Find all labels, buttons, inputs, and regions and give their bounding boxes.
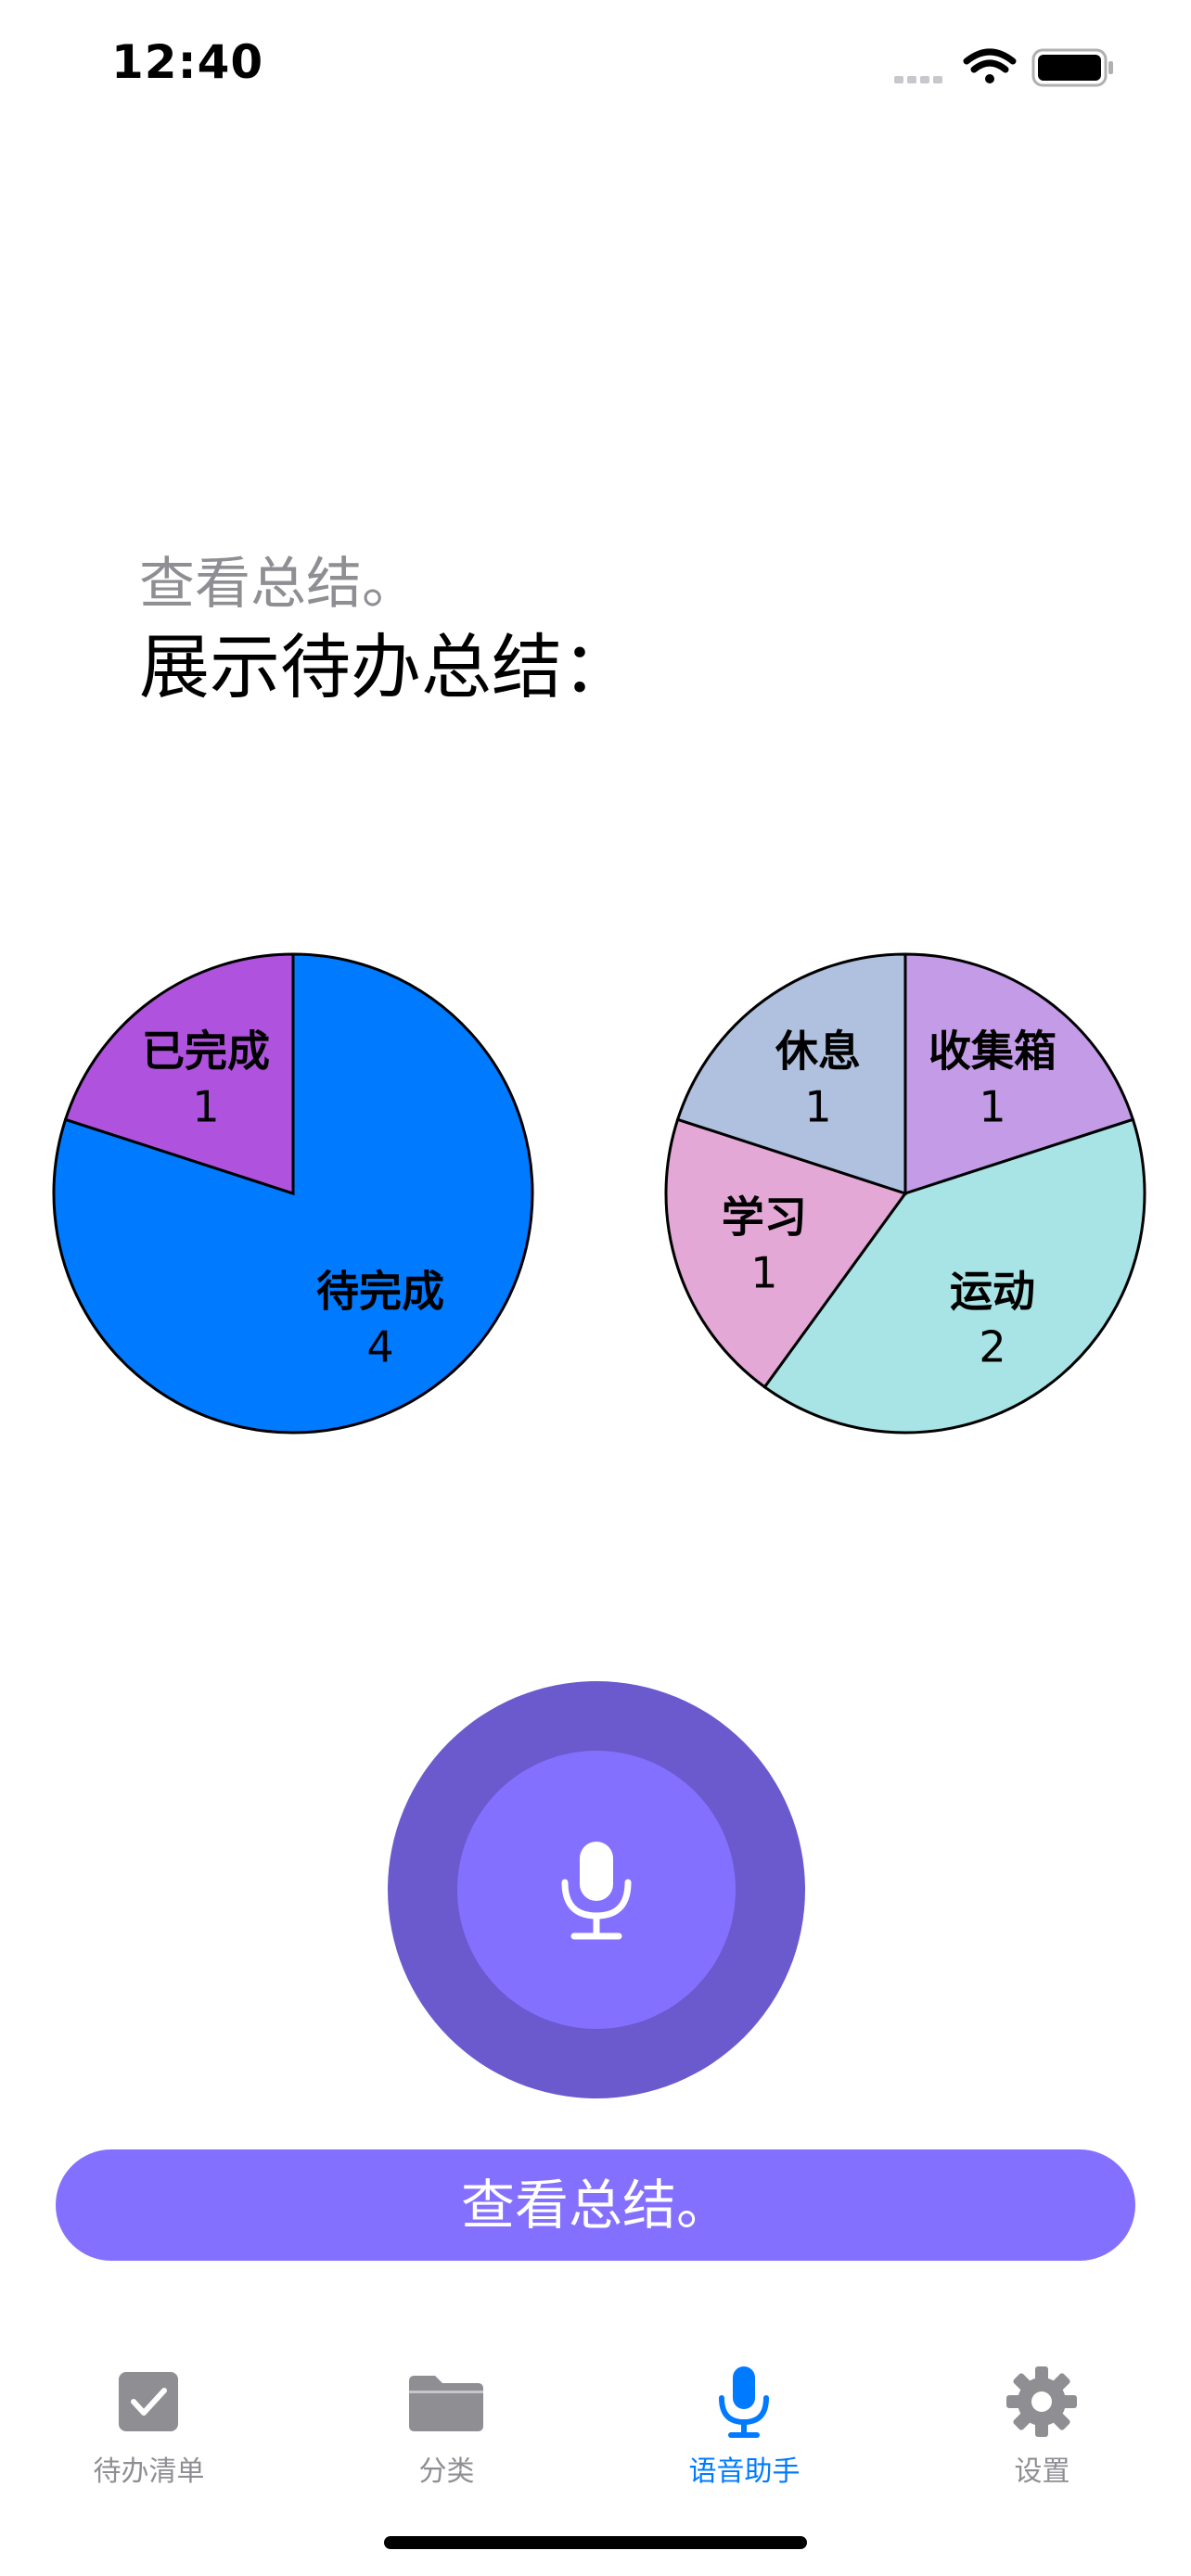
signal-icon [894, 76, 942, 83]
status-time: 12:40 [111, 35, 264, 89]
pie-slice-value: 1 [804, 1082, 831, 1132]
assistant-response-text: 展示待办总结： [139, 626, 633, 708]
pie-slice [63, 952, 295, 1196]
pie-slice [762, 1117, 1146, 1435]
pie-slice-label: 已完成 [142, 1027, 270, 1077]
pie-slice [664, 1117, 908, 1389]
pie-slice-label: 休息 [775, 1027, 861, 1077]
microphone-button[interactable] [388, 1681, 805, 2098]
recognized-speech-text: 查看总结。 [139, 552, 417, 617]
tab-todo-list[interactable]: 待办清单 [0, 2337, 298, 2504]
pie-slice-value: 1 [750, 1247, 777, 1297]
tab-categories[interactable]: 分类 [298, 2337, 596, 2504]
pie-slice-label: 收集箱 [928, 1027, 1057, 1077]
gear-icon [1006, 2366, 1077, 2437]
tab-label: 分类 [418, 2455, 475, 2488]
wifi-icon [963, 48, 1017, 83]
pie-slice-value: 1 [192, 1082, 219, 1132]
status-bar: 12:40 [0, 0, 1191, 139]
microphone-icon [719, 2366, 769, 2438]
tab-label: 设置 [1014, 2455, 1070, 2488]
pie-slice-label: 运动 [950, 1266, 1035, 1316]
pie-slice [52, 952, 534, 1435]
pie-slice [675, 952, 907, 1196]
microphone-icon [561, 1842, 632, 1940]
summary-charts: 待完成 4 已完成 1 收集箱 1 运动 2 学习 1 休息 1 [0, 927, 1191, 1484]
pie-slice-label: 待完成 [316, 1266, 444, 1316]
microphone-button-inner [457, 1751, 736, 2029]
prompt-area: 查看总结。 展示待办总结： [139, 547, 1067, 714]
pie-slice-value: 1 [979, 1082, 1005, 1132]
pie-slice-label: 学习 [722, 1192, 807, 1242]
pie-slice-value: 2 [979, 1321, 1005, 1371]
pie-slice-value: 4 [366, 1321, 393, 1371]
battery-icon [1031, 48, 1113, 87]
tab-label: 待办清单 [93, 2455, 205, 2488]
tab-bar: 待办清单 分类 语音助手 [0, 2337, 1191, 2504]
pie-slice [903, 952, 1135, 1196]
tab-label: 语音助手 [688, 2455, 800, 2488]
status-icons [894, 48, 1113, 87]
view-summary-button[interactable]: 查看总结。 [56, 2149, 1135, 2261]
folder-icon [409, 2376, 483, 2431]
tab-settings[interactable]: 设置 [893, 2337, 1191, 2504]
checkbox-icon [119, 2372, 178, 2431]
tab-voice-assistant[interactable]: 语音助手 [596, 2337, 893, 2504]
home-indicator [384, 2536, 807, 2549]
